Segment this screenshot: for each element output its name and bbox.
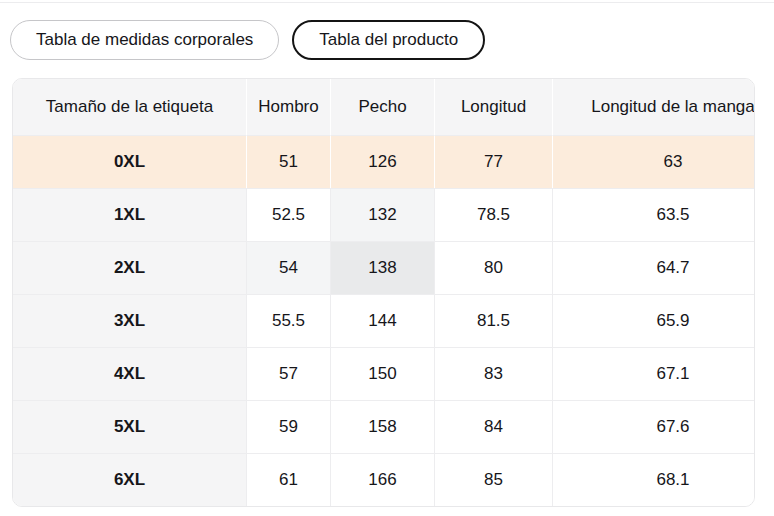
value-cell: 80 — [434, 241, 552, 294]
table-row[interactable]: 1XL52.513278.563.5 — [13, 188, 755, 241]
tab-body-measurements[interactable]: Tabla de medidas corporales — [10, 20, 279, 60]
table-row[interactable]: 4XL571508367.1 — [13, 347, 755, 400]
size-label-cell: 3XL — [13, 294, 246, 347]
value-cell: 138 — [330, 241, 434, 294]
value-cell: 84 — [434, 400, 552, 453]
value-cell: 77 — [434, 135, 552, 188]
top-divider — [0, 2, 774, 3]
value-cell: 65.9 — [552, 294, 755, 347]
size-label-cell: 1XL — [13, 188, 246, 241]
column-header-chest: Pecho — [330, 79, 434, 135]
size-label-cell: 0XL — [13, 135, 246, 188]
value-cell: 126 — [330, 135, 434, 188]
table-row[interactable]: 5XL591588467.6 — [13, 400, 755, 453]
column-header-size: Tamaño de la etiqueta — [13, 79, 246, 135]
value-cell: 68.1 — [552, 453, 755, 506]
value-cell: 166 — [330, 453, 434, 506]
value-cell: 51 — [246, 135, 330, 188]
size-label-cell: 4XL — [13, 347, 246, 400]
value-cell: 158 — [330, 400, 434, 453]
column-header-length: Longitud — [434, 79, 552, 135]
value-cell: 78.5 — [434, 188, 552, 241]
value-cell: 64.7 — [552, 241, 755, 294]
value-cell: 67.6 — [552, 400, 755, 453]
value-cell: 144 — [330, 294, 434, 347]
value-cell: 150 — [330, 347, 434, 400]
column-header-shoulder: Hombro — [246, 79, 330, 135]
value-cell: 63 — [552, 135, 755, 188]
table-row[interactable]: 3XL55.514481.565.9 — [13, 294, 755, 347]
value-cell: 59 — [246, 400, 330, 453]
value-cell: 57 — [246, 347, 330, 400]
value-cell: 85 — [434, 453, 552, 506]
value-cell: 132 — [330, 188, 434, 241]
size-table-card: Tamaño de la etiqueta Hombro Pecho Longi… — [12, 78, 755, 507]
size-label-cell: 2XL — [13, 241, 246, 294]
value-cell: 83 — [434, 347, 552, 400]
size-chart-tabs: Tabla de medidas corporales Tabla del pr… — [10, 20, 774, 60]
value-cell: 81.5 — [434, 294, 552, 347]
table-row[interactable]: 0XL511267763 — [13, 135, 755, 188]
value-cell: 52.5 — [246, 188, 330, 241]
table-body: 0XL5112677631XL52.513278.563.52XL5413880… — [13, 135, 755, 506]
value-cell: 55.5 — [246, 294, 330, 347]
size-label-cell: 6XL — [13, 453, 246, 506]
value-cell: 63.5 — [552, 188, 755, 241]
column-header-sleeve-length: Longitud de la manga — [552, 79, 755, 135]
tab-product[interactable]: Tabla del producto — [292, 20, 485, 60]
table-row[interactable]: 6XL611668568.1 — [13, 453, 755, 506]
size-table: Tamaño de la etiqueta Hombro Pecho Longi… — [13, 79, 755, 506]
size-label-cell: 5XL — [13, 400, 246, 453]
value-cell: 61 — [246, 453, 330, 506]
value-cell: 54 — [246, 241, 330, 294]
value-cell: 67.1 — [552, 347, 755, 400]
table-row[interactable]: 2XL541388064.7 — [13, 241, 755, 294]
table-header-row: Tamaño de la etiqueta Hombro Pecho Longi… — [13, 79, 755, 135]
